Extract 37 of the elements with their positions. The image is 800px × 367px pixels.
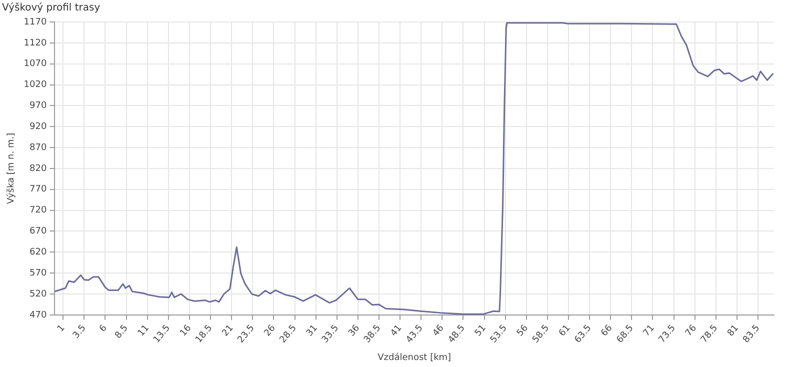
y-tick-label: 1170 [24,17,47,28]
chart-title: Výškový profil trasy [2,2,100,14]
x-tick-label: 8.5 [114,323,130,341]
y-tick-label: 1120 [24,38,47,48]
y-tick-label: 720 [30,206,47,216]
y-tick-label: 770 [30,184,47,195]
x-tick-label: 61 [558,323,573,339]
y-tick-label: 820 [30,164,47,174]
x-axis-title: Vzdálenost [km] [378,352,452,363]
x-tick-label: 16 [178,323,194,339]
x-tick-label: 6 [98,323,110,334]
y-tick-label: 1070 [24,59,47,70]
x-tick-label: 71 [642,323,657,339]
y-tick-label: 970 [30,101,47,112]
x-tick-label: 26 [262,323,278,339]
x-tick-label: 46 [431,323,446,339]
x-tick-label: 76 [684,323,700,339]
x-tick-label: 21 [220,323,236,339]
y-tick-label: 520 [30,289,47,300]
y-tick-label: 870 [30,142,47,153]
y-tick-label: 670 [30,226,47,237]
x-tick-label: 51 [473,323,488,339]
x-tick-label: 31 [304,323,320,339]
x-tick-label: 1 [56,323,68,334]
y-tick-label: 920 [30,122,47,132]
x-tick-label: 11 [136,323,152,339]
x-tick-label: 56 [515,323,531,339]
x-tick-label: 81 [726,323,742,339]
y-tick-label: 620 [30,247,47,258]
y-tick-label: 470 [30,310,47,320]
x-tick-label: 66 [600,323,615,339]
x-tick-label: 36 [346,323,362,339]
x-tick-label: 3.5 [71,323,88,341]
y-tick-label: 1020 [24,80,47,90]
y-axis-title: Výška [m n. m.] [6,132,17,204]
y-tick-label: 570 [30,268,47,278]
x-tick-label: 41 [389,323,404,339]
